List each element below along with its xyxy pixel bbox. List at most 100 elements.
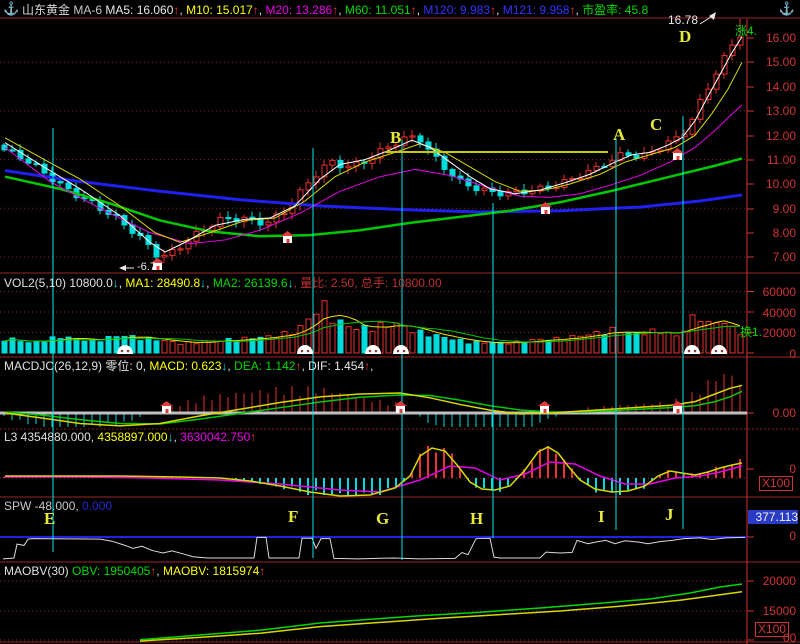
vol-header-seg-7: ↓ [287, 276, 294, 290]
vol-header-seg-6: MA2: 26139.6 [212, 276, 288, 290]
macd-panel-header[interactable]: MACDJC(26,12,9) 零位: 0, MACD: 0.623↓, DEA… [4, 360, 374, 373]
header-segment-17: M121: 9.958 [502, 3, 570, 17]
l3-header-seg-5: ↑ [250, 430, 257, 444]
macd-header-seg-5: ↑ [295, 359, 302, 373]
header-segment-12: ↑ [410, 3, 417, 17]
obv-axis-label: 20000 [762, 574, 796, 588]
price-axis-label: 15.00 [765, 55, 796, 69]
macd-header-seg-1: MACD: 0.623 [149, 359, 222, 373]
high-price-label: 16.78 [668, 13, 699, 27]
spw-panel-header[interactable]: SPW -48.000, 0.000 [4, 500, 112, 513]
obv-header-seg-1: OBV: 1950405 [72, 564, 151, 578]
header-segment-14: M120: 9.983 [423, 3, 491, 17]
volume-panel-header[interactable]: VOL2(5,10) 10800.0↓, MA1: 28490.8↓, MA2:… [4, 277, 442, 290]
vol-header-seg-9: 量比: 2.50, 总手: 10800.00 [300, 276, 442, 290]
header-segment-11: M60: 11.051 [344, 3, 411, 17]
letter-i: I [598, 507, 605, 526]
header-segment-10: , [338, 3, 345, 17]
spw-value-tag: 377.113 [748, 510, 798, 524]
turnover-tag: 换1. [740, 325, 763, 339]
indicator-readout: 山东黄金 MA-6 MA5: 16.060↑, M10: 15.017↑, M2… [22, 3, 648, 17]
price-axis-label: 13.00 [765, 104, 796, 118]
header-segment-5: M10: 15.017 [186, 3, 253, 17]
header-segment-8: M20: 13.286 [265, 3, 333, 17]
vol-header-seg-8: , [293, 276, 301, 290]
vol-header-seg-3: MA1: 28490.8 [125, 276, 201, 290]
header-segment-1: MA-6 [70, 3, 106, 17]
volume-axis-label: 40000 [762, 305, 796, 320]
letter-h: H [470, 509, 484, 528]
spw-header-seg-0: SPW -48.000, [4, 499, 83, 513]
header-segment-3: ↑ [173, 3, 180, 17]
macd-header-seg-4: DEA: 1.142 [234, 359, 296, 373]
obv-axis-label: 15000 [762, 604, 796, 618]
spw-header-seg-1: 0.000 [82, 499, 113, 513]
obv-header-seg-0: MAOBV(30) [4, 564, 73, 578]
price-axis-label: 14.00 [765, 80, 796, 94]
vol-header-seg-1: ↓ [112, 276, 119, 290]
axis-corner-label: 00 [783, 631, 797, 644]
macd-header-seg-0: MACDJC(26,12,9) 零位: 0, [4, 359, 150, 373]
spw-axis-label: 0 [789, 529, 796, 543]
header-segment-7: , [258, 3, 266, 17]
macd-axis-label: 0.00 [772, 406, 796, 420]
price-axis-label: 12.00 [765, 129, 796, 143]
macd-header-seg-3: , [227, 359, 235, 373]
title-bar: ⚓ 山东黄金 MA-6 MA5: 16.060↑, M10: 15.017↑, … [0, 1, 800, 18]
letter-b: B [390, 128, 402, 147]
anchor-icon-right: ⚓ [778, 1, 795, 16]
letter-g: G [376, 509, 390, 528]
vol-header-seg-0: VOL2(5,10) 10800.0 [4, 276, 113, 290]
letter-d: D [679, 27, 692, 46]
obv-header-seg-5: ↑ [259, 564, 266, 578]
header-segment-19: , [575, 3, 583, 17]
header-segment-15: ↑ [490, 3, 497, 17]
vol-header-seg-5: , [206, 276, 213, 290]
change-tag: 涨4. [735, 24, 758, 38]
vol-header-seg-2: , [118, 276, 126, 290]
macd-header-seg-8: ↑ [364, 359, 371, 373]
letter-f: F [288, 507, 299, 526]
header-segment-6: ↑ [252, 3, 259, 17]
letter-j: J [665, 505, 674, 524]
header-segment-2: MA5: 16.060 [105, 3, 174, 17]
macd-header-seg-7: DIF: 1.454 [308, 359, 365, 373]
volume-axis-label: 0 [789, 347, 796, 361]
price-axis-label: 9.00 [772, 202, 796, 216]
volume-axis-label: 60000 [762, 285, 796, 299]
header-segment-0: 山东黄金 [22, 3, 71, 17]
l3-header-seg-4: 3630042.750 [180, 430, 251, 444]
l3-panel-header[interactable]: L3 4354880.000, 4358897.000↓, 3630042.75… [4, 431, 256, 444]
price-axis-label: 16.00 [765, 31, 796, 45]
obv-header-seg-3: , [156, 564, 163, 578]
l3-header-seg-3: , [173, 430, 181, 444]
obv-header-seg-2: ↑ [150, 564, 157, 578]
letter-a: A [613, 125, 626, 144]
letter-e: E [44, 509, 56, 528]
l3-header-seg-0: L3 4354880.000, [4, 430, 98, 444]
anchor-icon-left: ⚓ [3, 1, 20, 16]
macd-header-seg-6: , [301, 359, 309, 373]
volume-axis-label: 20000 [762, 326, 796, 340]
header-segment-13: , [416, 3, 424, 17]
l3-header-seg-2: ↓ [167, 430, 174, 444]
vol-header-seg-4: ↓ [200, 276, 207, 290]
l3-axis-label: 0 [789, 462, 796, 476]
price-axis-label: 7.00 [772, 250, 796, 264]
low-price-label: -6.7 [137, 261, 156, 273]
header-segment-20: 市盈率: 45.8 [582, 3, 649, 17]
obv-panel-header[interactable]: MAOBV(30) OBV: 1950405↑, MAOBV: 1815974↑ [4, 565, 265, 578]
header-segment-18: ↑ [569, 3, 576, 17]
price-axis-label: 10.00 [765, 177, 796, 191]
obv-multiplier-tag: X100 [755, 622, 790, 637]
price-axis-label: 11.00 [766, 153, 796, 167]
l3-header-seg-1: 4358897.000 [97, 430, 168, 444]
price-axis-label: 8.00 [772, 226, 796, 240]
l3-multiplier-tag: X100 [759, 476, 794, 491]
macd-header-seg-9: , [370, 359, 374, 373]
macd-header-seg-2: ↓ [221, 359, 228, 373]
letter-c: C [650, 115, 663, 134]
obv-header-seg-4: MAOBV: 1815974 [162, 564, 260, 578]
